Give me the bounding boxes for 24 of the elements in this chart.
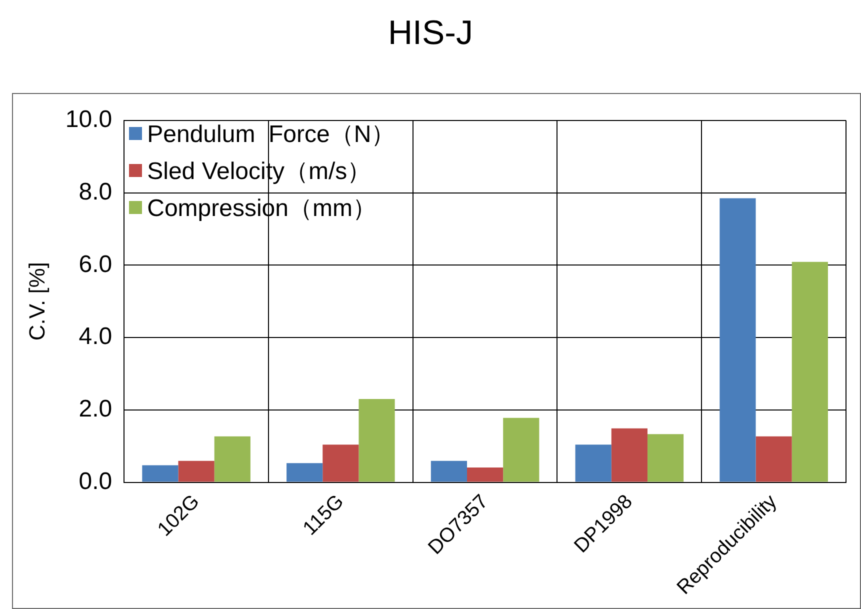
bar	[720, 198, 756, 482]
bar	[792, 262, 828, 482]
bar	[214, 436, 250, 482]
y-tick-label: 4.0	[78, 323, 112, 350]
y-tick-label: 0.0	[78, 468, 112, 495]
bar	[142, 465, 178, 482]
y-axis-title: C.V. [%]	[24, 262, 50, 341]
bar	[756, 436, 792, 482]
bar	[503, 418, 540, 482]
bar	[467, 467, 504, 482]
bar	[322, 444, 359, 482]
legend-label: Pendulum Force（N）	[147, 120, 396, 150]
chart-title: HIS-J	[387, 14, 474, 53]
bar	[286, 463, 323, 482]
bar	[611, 428, 648, 482]
bar	[647, 434, 684, 482]
y-tick-label: 10.0	[65, 106, 112, 134]
y-tick-label: 6.0	[78, 250, 112, 278]
bar	[178, 460, 214, 482]
bar	[430, 460, 468, 482]
bar	[358, 399, 395, 482]
bar	[575, 444, 612, 482]
y-tick-label: 8.0	[78, 178, 112, 206]
y-tick-label: 2.0	[78, 396, 112, 423]
